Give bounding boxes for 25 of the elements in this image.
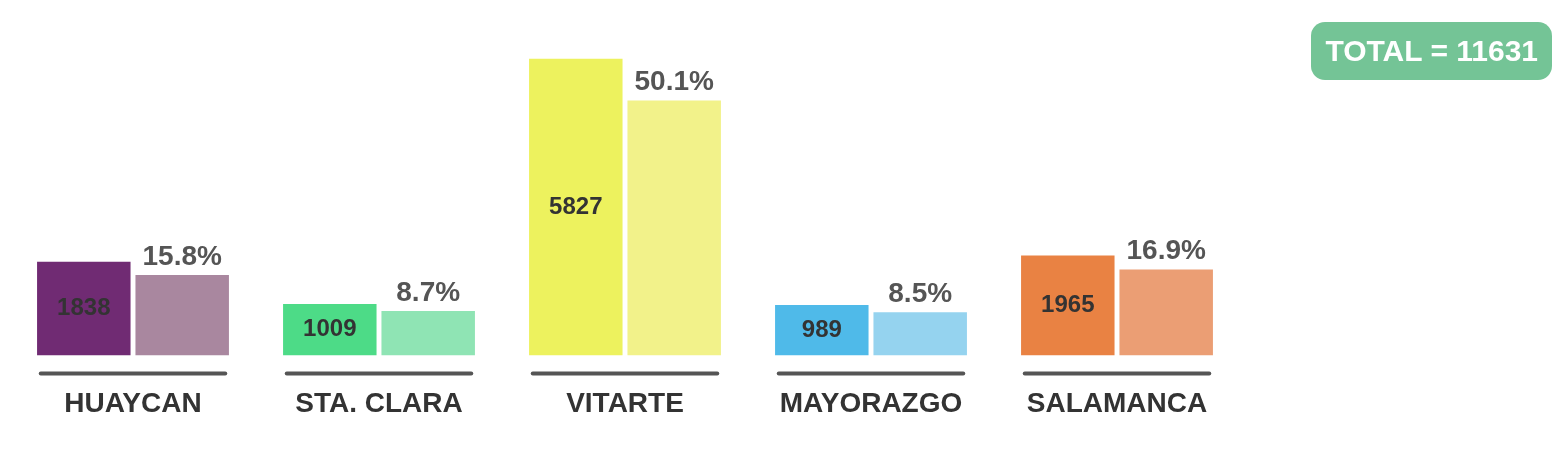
data-label: 8.7%	[396, 275, 461, 307]
data-label: 1009	[303, 314, 357, 342]
data-label: 8.5%	[888, 276, 953, 308]
x-tick-label: VITARTE	[566, 386, 684, 418]
text: TOTAL = 11631	[1311, 22, 1552, 80]
bar	[1119, 269, 1213, 356]
data-label: 50.1%	[634, 65, 714, 97]
bar	[381, 311, 475, 356]
bar	[627, 100, 721, 356]
data-label: 5827	[549, 191, 603, 219]
bar	[1021, 255, 1115, 356]
x-tick-label: MAYORAZGO	[779, 386, 963, 418]
bar	[135, 274, 229, 356]
data-label: 15.8%	[142, 239, 222, 271]
data-label: 1965	[1041, 290, 1095, 318]
bar	[775, 305, 869, 356]
bar	[37, 261, 131, 356]
x-tick-label: STA. CLARA	[295, 386, 463, 418]
bar	[873, 312, 967, 356]
bar	[529, 58, 623, 356]
data-label: 16.9%	[1126, 234, 1206, 266]
x-tick-label: HUAYCAN	[64, 386, 202, 418]
data-label: 989	[801, 314, 842, 342]
data-label: 1838	[57, 293, 111, 321]
x-tick-label: SALAMANCA	[1026, 386, 1208, 418]
